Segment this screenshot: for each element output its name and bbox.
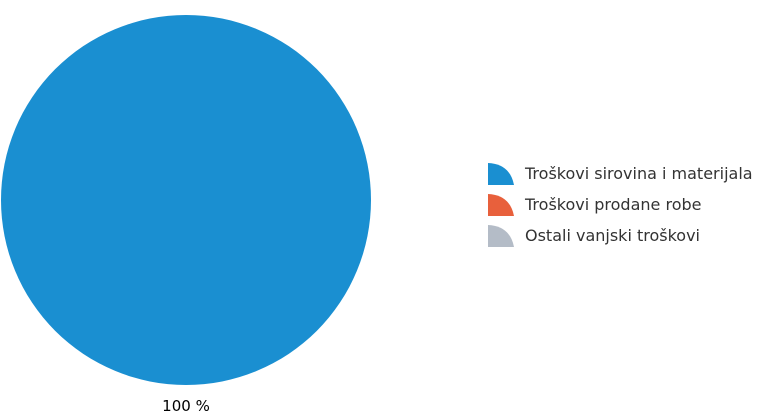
legend-swatch-icon <box>488 162 514 185</box>
legend-swatch-shape <box>488 193 514 216</box>
legend-swatch-shape <box>488 162 514 185</box>
legend-label: Ostali vanjski troškovi <box>525 225 700 245</box>
pie-slice <box>1 15 371 385</box>
chart-legend: Troškovi sirovina i materijala Troškovi … <box>486 158 776 251</box>
legend-swatch-icon <box>488 224 514 247</box>
legend-item: Troškovi prodane robe <box>486 189 776 220</box>
legend-label: Troškovi sirovina i materijala <box>525 163 753 183</box>
legend-swatch-icon <box>488 193 514 216</box>
slice-percentage-label: 100 % <box>162 397 210 414</box>
legend-label: Troškovi prodane robe <box>525 194 702 214</box>
legend-item: Ostali vanjski troškovi <box>486 220 776 251</box>
legend-swatch-shape <box>488 224 514 247</box>
legend-item: Troškovi sirovina i materijala <box>486 158 776 189</box>
